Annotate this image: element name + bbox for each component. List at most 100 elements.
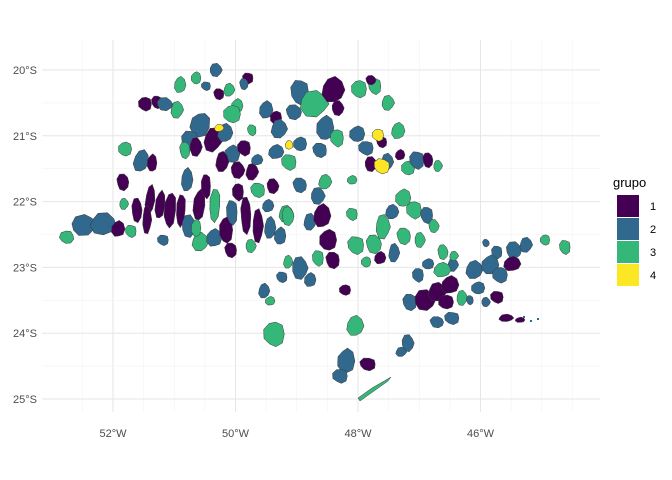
municipality-region xyxy=(170,100,184,119)
municipality-region xyxy=(270,118,288,139)
municipality-region xyxy=(201,174,211,200)
legend-key-4 xyxy=(617,264,639,286)
legend: grupo 1 2 3 4 xyxy=(613,175,656,286)
municipality-region xyxy=(337,347,356,373)
municipality-region xyxy=(274,226,287,245)
municipality-region xyxy=(498,313,515,322)
municipality-region xyxy=(132,149,150,172)
municipality-region xyxy=(330,129,344,148)
municipality-region xyxy=(59,230,75,244)
municipality-region xyxy=(465,259,484,279)
municipality-region xyxy=(364,156,378,172)
municipality-region xyxy=(214,123,225,132)
municipality-region xyxy=(125,224,137,238)
x-tick-label: 52°W xyxy=(99,428,127,440)
municipality-region xyxy=(365,75,377,86)
municipality-region xyxy=(283,254,294,269)
municipality-region xyxy=(268,144,285,159)
municipality-region xyxy=(346,314,365,336)
municipality-region xyxy=(138,97,152,112)
municipality-region xyxy=(358,141,374,156)
municipality-region xyxy=(245,162,260,181)
municipality-region xyxy=(157,97,174,112)
municipality-region xyxy=(263,321,285,347)
island-region xyxy=(523,316,525,318)
municipality-region xyxy=(230,161,246,179)
municipality-region xyxy=(189,137,203,157)
municipality-region xyxy=(490,291,504,304)
municipality-region xyxy=(163,192,176,229)
legend-title: grupo xyxy=(613,175,646,190)
y-tick-label: 24°S xyxy=(13,328,37,340)
municipality-region xyxy=(441,275,460,294)
municipality-region xyxy=(388,242,401,263)
municipality-region xyxy=(401,334,415,352)
municipality-region xyxy=(251,153,264,166)
municipality-region xyxy=(429,316,444,329)
x-tick-label: 48°W xyxy=(344,428,372,440)
municipality-region xyxy=(438,294,454,310)
municipality-region xyxy=(481,296,491,308)
municipality-region xyxy=(346,208,358,221)
municipality-region xyxy=(347,236,364,255)
municipality-region xyxy=(433,159,443,172)
x-tick-label: 50°W xyxy=(222,428,250,440)
municipality-region xyxy=(503,255,522,271)
legend-key-3 xyxy=(617,241,639,263)
municipality-region xyxy=(428,219,440,234)
municipality-region xyxy=(437,244,449,261)
municipality-region xyxy=(406,201,422,220)
municipality-region xyxy=(237,140,251,157)
island-region xyxy=(537,318,539,320)
municipality-region xyxy=(347,175,358,185)
municipality-region xyxy=(281,154,297,171)
legend-label-4: 4 xyxy=(650,270,656,282)
municipality-region xyxy=(300,90,330,118)
municipality-region xyxy=(395,346,408,357)
municipality-region xyxy=(293,136,307,152)
municipality-region xyxy=(365,234,382,255)
municipality-region xyxy=(412,268,424,283)
municipality-region xyxy=(395,148,406,161)
municipality-region xyxy=(519,236,533,253)
municipality-region xyxy=(154,189,166,218)
municipality-region xyxy=(116,173,130,192)
municipality-region xyxy=(471,281,486,295)
municipality-region xyxy=(374,250,387,265)
municipality-region xyxy=(321,76,346,103)
municipality-region xyxy=(223,105,241,124)
x-axis-ticks: 52°W 50°W 48°W 46°W xyxy=(99,428,494,440)
municipality-region xyxy=(292,256,309,280)
municipality-region xyxy=(215,150,230,172)
municipality-region xyxy=(213,88,225,101)
municipality-region xyxy=(71,214,97,236)
municipality-region xyxy=(318,173,333,190)
municipality-region xyxy=(250,182,265,199)
municipality-region xyxy=(223,82,236,97)
municipality-region xyxy=(266,178,280,195)
municipality-region xyxy=(414,232,426,248)
legend-key-2 xyxy=(617,218,639,240)
municipality-region xyxy=(331,100,345,117)
municipality-region xyxy=(265,296,276,306)
municipality-region xyxy=(396,227,411,246)
municipality-region xyxy=(375,214,391,240)
y-tick-label: 20°S xyxy=(13,65,37,77)
municipality-region xyxy=(262,198,275,213)
y-tick-label: 25°S xyxy=(13,394,37,406)
municipality-region xyxy=(540,234,550,246)
municipality-region xyxy=(142,205,153,235)
municipality-region xyxy=(385,203,400,220)
municipality-region xyxy=(285,104,302,121)
municipality-region xyxy=(449,250,459,261)
municipality-region xyxy=(276,271,288,284)
municipality-region xyxy=(444,312,460,325)
municipality-region xyxy=(191,218,202,237)
municipality-region xyxy=(319,228,337,251)
municipality-region xyxy=(258,282,271,299)
municipality-region xyxy=(422,152,434,169)
municipality-region xyxy=(304,272,317,287)
municipality-region xyxy=(240,196,252,236)
municipality-region xyxy=(357,376,392,402)
municipality-region xyxy=(456,290,468,306)
